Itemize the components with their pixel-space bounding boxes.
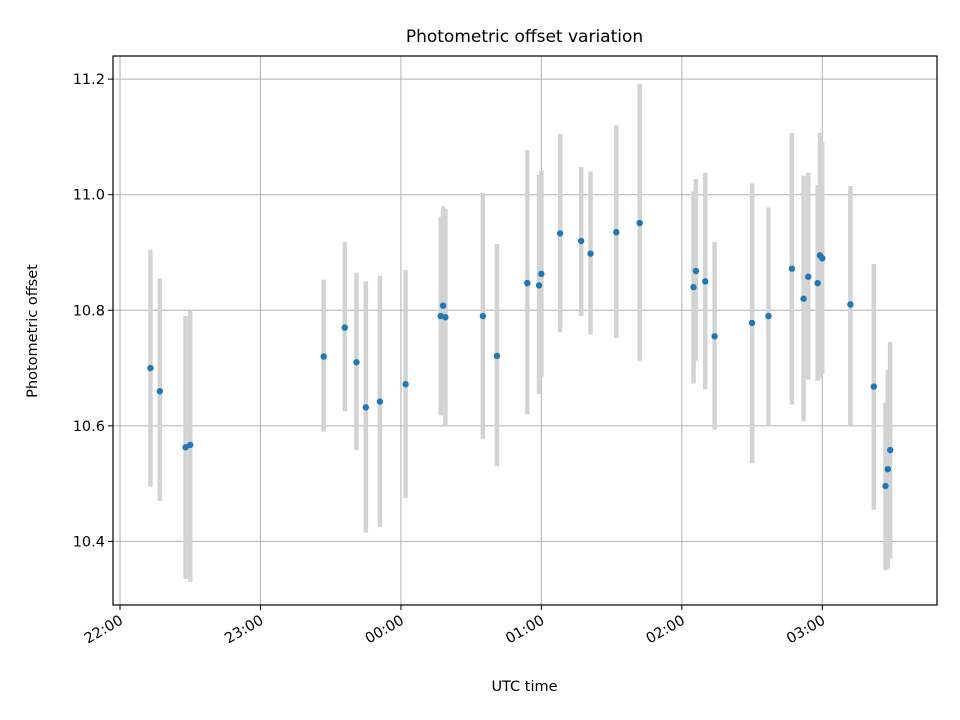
data-point — [362, 404, 370, 411]
data-point — [577, 237, 585, 245]
chart-title: Photometric offset variation — [406, 27, 643, 47]
data-point — [147, 364, 154, 372]
data-point — [556, 230, 564, 237]
x-axis-label: UTC time — [491, 679, 557, 695]
data-point — [535, 282, 543, 289]
data-point — [320, 353, 327, 360]
data-point — [788, 265, 796, 272]
data-point — [711, 333, 718, 340]
data-point — [636, 219, 643, 227]
data-point — [847, 301, 854, 308]
data-point — [353, 359, 360, 366]
data-point — [538, 270, 545, 278]
data-point — [702, 278, 709, 285]
data-point — [439, 302, 447, 309]
data-point — [882, 482, 889, 490]
data-point — [748, 319, 756, 327]
plot-area — [113, 56, 937, 605]
y-tick-label: 11.0 — [73, 188, 105, 204]
grid-lines — [113, 56, 937, 605]
data-point — [156, 387, 164, 395]
data-point — [376, 398, 384, 405]
data-point — [690, 283, 697, 291]
data-point — [493, 352, 501, 360]
y-tick-label: 10.4 — [73, 534, 105, 550]
y-tick-label: 10.6 — [73, 419, 105, 435]
data-point — [870, 383, 877, 390]
data-point — [442, 314, 449, 321]
y-tick-label: 11.2 — [73, 72, 105, 88]
data-point — [886, 446, 894, 454]
data-point — [765, 312, 772, 320]
plot-frame — [112, 55, 938, 606]
y-tick-label: 10.8 — [73, 303, 105, 319]
data-point — [479, 312, 487, 320]
data-point — [884, 465, 892, 473]
data-point — [800, 295, 807, 302]
data-point — [814, 279, 821, 287]
data-point — [524, 279, 531, 287]
data-point — [805, 273, 812, 280]
y-axis-label: Photometric offset — [25, 264, 41, 398]
data-point — [613, 229, 620, 236]
data-point — [692, 267, 700, 275]
data-point — [187, 441, 194, 449]
data-point — [402, 381, 409, 388]
data-point — [341, 324, 348, 331]
data-point — [587, 250, 594, 257]
data-points — [147, 219, 894, 490]
data-point — [819, 255, 826, 262]
